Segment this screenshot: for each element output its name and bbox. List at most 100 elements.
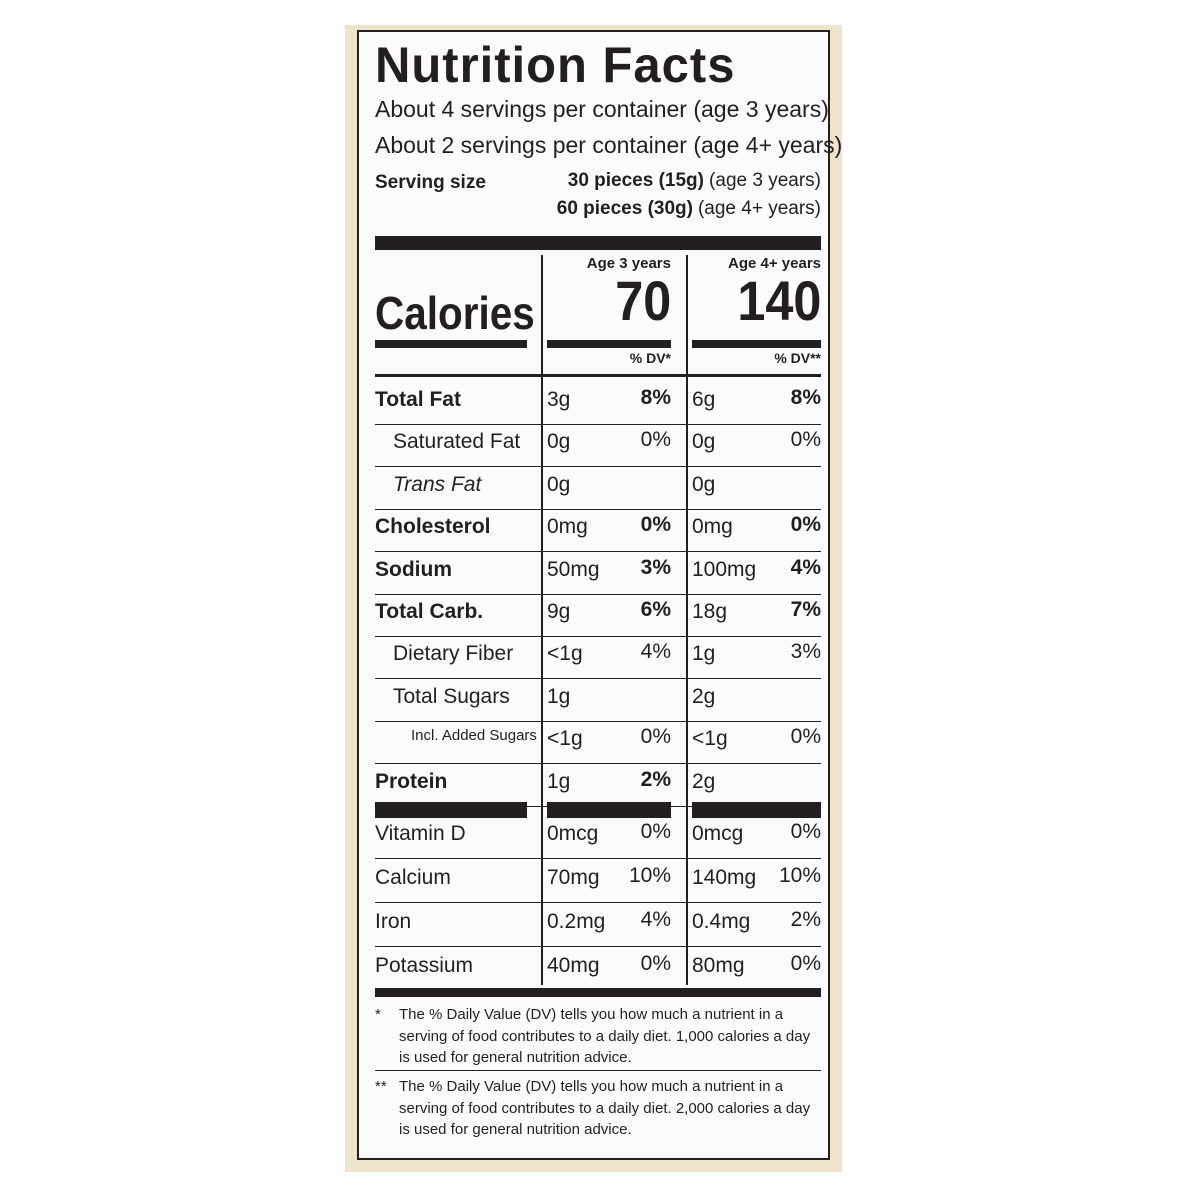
- amount: <1g: [547, 727, 583, 751]
- nutrient-name: Potassium: [375, 954, 474, 977]
- nutrient-name: Sodium: [375, 557, 452, 581]
- daily-value: 4%: [790, 555, 821, 579]
- rule: [375, 508, 821, 510]
- daily-value: 7%: [790, 598, 821, 621]
- daily-value: 0%: [790, 952, 821, 975]
- amount: 6g: [692, 388, 716, 411]
- daily-value: 6%: [640, 598, 671, 621]
- rule: [692, 802, 821, 818]
- nutrient-name: Cholesterol: [375, 515, 491, 539]
- rule: [541, 255, 543, 985]
- amount: 1g: [547, 684, 571, 708]
- column-header: Age 4+ years: [728, 255, 821, 272]
- daily-value: 3%: [790, 640, 821, 664]
- serving-size-label: Serving size: [375, 172, 486, 193]
- rule: [375, 551, 821, 553]
- nutrient-name: Vitamin D: [375, 822, 466, 845]
- nutrient-name: Total Fat: [375, 388, 461, 411]
- rule: [375, 636, 821, 637]
- daily-value: 2%: [640, 767, 671, 791]
- amount: 100mg: [692, 557, 757, 581]
- amount: 140mg: [692, 866, 757, 889]
- nutrient-name: Protein: [375, 769, 448, 793]
- rule: [375, 858, 821, 859]
- daily-value: 4%: [640, 908, 671, 931]
- amount: 0.4mg: [692, 910, 751, 933]
- amount: 0g: [547, 472, 571, 496]
- daily-value: 0%: [640, 725, 671, 749]
- rule: [375, 593, 821, 595]
- amount: 0g: [692, 472, 716, 496]
- rule: [375, 902, 821, 903]
- servings-per-container: About 4 servings per container (age 3 ye…: [375, 96, 829, 122]
- nutrition-label: [357, 30, 830, 1160]
- amount: 50mg: [547, 557, 600, 581]
- footnote-marker: **: [375, 1078, 387, 1095]
- amount: 0mg: [692, 515, 733, 539]
- daily-value: 0%: [790, 428, 821, 452]
- daily-value: 0%: [790, 820, 821, 843]
- nutrient-name: Dietary Fiber: [393, 642, 514, 666]
- daily-value: 0%: [640, 513, 671, 537]
- rule: [547, 802, 671, 818]
- amount: 40mg: [547, 954, 600, 977]
- amount: 0mcg: [692, 822, 744, 845]
- amount: 9g: [547, 600, 571, 623]
- rule: [375, 236, 821, 250]
- rule: [375, 374, 821, 377]
- amount: 1g: [547, 769, 571, 793]
- daily-value: 4%: [640, 640, 671, 664]
- rule: [375, 946, 821, 947]
- daily-value: 10%: [778, 864, 821, 887]
- serving-size-amount: 60 pieces (30g): [556, 198, 693, 219]
- amount: 0mg: [547, 515, 588, 539]
- rule: [375, 678, 821, 680]
- servings-per-container: About 2 servings per container (age 4+ y…: [375, 132, 843, 158]
- daily-value: 0%: [640, 952, 671, 975]
- nutrient-name: Total Carb.: [375, 600, 484, 623]
- daily-value: 8%: [790, 386, 821, 409]
- nutrient-name: Trans Fat: [393, 472, 482, 496]
- rule: [375, 720, 821, 722]
- calories-label: Calories: [375, 287, 535, 339]
- rule: [686, 255, 688, 985]
- serving-size-amount: 30 pieces (15g): [567, 170, 704, 191]
- daily-value: 0%: [640, 428, 671, 452]
- column-header: Age 3 years: [586, 255, 671, 272]
- nutrient-name: Calcium: [375, 866, 451, 889]
- amount: 0g: [547, 430, 571, 454]
- rule: [375, 802, 527, 818]
- dv-header: % DV*: [629, 350, 671, 366]
- daily-value: 0%: [790, 513, 821, 537]
- rule: [375, 340, 527, 348]
- amount: 80mg: [692, 954, 745, 977]
- amount: 18g: [692, 600, 728, 623]
- nutrient-name: Saturated Fat: [393, 430, 521, 454]
- amount: 3g: [547, 388, 571, 411]
- amount: 0mcg: [547, 822, 599, 845]
- daily-value: 0%: [790, 725, 821, 749]
- amount: <1g: [692, 727, 728, 751]
- amount: <1g: [547, 642, 583, 666]
- footnote-text: The % Daily Value (DV) tells you how muc…: [399, 1006, 811, 1066]
- calories-value: 70: [614, 269, 671, 332]
- nutrient-name: Total Sugars: [393, 684, 510, 708]
- rule: [692, 340, 821, 348]
- rule: [547, 340, 671, 348]
- amount: 2g: [692, 684, 716, 708]
- daily-value: 10%: [628, 864, 671, 887]
- daily-value: 3%: [640, 555, 671, 579]
- title: Nutrition Facts: [375, 37, 736, 93]
- amount: 1g: [692, 642, 716, 666]
- amount: 0g: [692, 430, 716, 454]
- daily-value: 0%: [640, 820, 671, 843]
- serving-size-note: (age 4+ years): [697, 198, 821, 219]
- rule: [375, 1070, 821, 1071]
- rule: [375, 763, 821, 765]
- rule: [375, 424, 821, 425]
- amount: 70mg: [547, 866, 600, 889]
- rule: [375, 466, 821, 468]
- serving-size-note: (age 3 years): [709, 170, 821, 191]
- nutrient-name: Iron: [375, 910, 412, 933]
